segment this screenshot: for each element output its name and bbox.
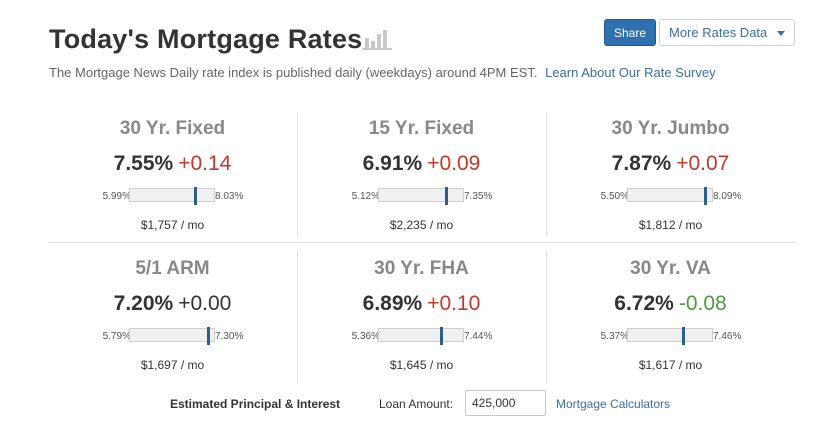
monthly-payment: $2,235 / mo — [389, 218, 454, 232]
rate-card-30yr-va[interactable]: 30 Yr. VA 6.72% -0.08 5.37% 7.46% $1,617 … — [546, 252, 795, 388]
rate-value: 6.72% — [614, 292, 674, 315]
page-title: Today's Mortgage Rates — [49, 24, 363, 54]
column-divider — [297, 250, 298, 384]
range-low: 5.99% — [102, 191, 131, 202]
rate-card-title: 30 Yr. Jumbo — [611, 118, 730, 139]
rate-range: 5.50% 8.09% — [546, 187, 795, 205]
range-low: 5.79% — [102, 331, 131, 342]
column-divider — [546, 250, 547, 384]
monthly-payment: $1,757 / mo — [140, 218, 205, 232]
rate-range: 5.36% 7.44% — [297, 327, 546, 345]
range-marker — [194, 187, 197, 205]
rate-card-title: 30 Yr. Fixed — [119, 118, 226, 139]
rates-grid: 30 Yr. Fixed 7.55% +0.14 5.99% 8.03% $1,7… — [48, 112, 797, 384]
range-marker — [207, 327, 210, 345]
share-button[interactable]: Share — [604, 19, 656, 46]
rate-card-15yr-fixed[interactable]: 15 Yr. Fixed 6.91% +0.09 5.12% 7.35% $2,2… — [297, 112, 546, 248]
bar-chart-icon[interactable] — [361, 28, 393, 50]
rate-value: 6.91% — [362, 152, 423, 175]
mortgage-calculators-link[interactable]: Mortgage Calculators — [556, 397, 671, 411]
rate-line: 6.89% +0.10 — [297, 292, 546, 316]
range-low: 5.50% — [600, 191, 629, 202]
rate-card-30yr-jumbo[interactable]: 30 Yr. Jumbo 7.87% +0.07 5.50% 8.09% $1,8… — [546, 112, 795, 248]
column-divider — [546, 112, 547, 236]
rate-line: 6.72% -0.08 — [546, 292, 795, 316]
monthly-payment: $1,645 / mo — [389, 358, 454, 372]
rate-line: 7.55% +0.14 — [48, 152, 297, 176]
loan-amount-input[interactable] — [465, 390, 546, 416]
subtitle-text: The Mortgage News Daily rate index is pu… — [49, 65, 538, 80]
row-divider — [48, 242, 797, 243]
range-track — [129, 187, 215, 205]
rate-change: +0.14 — [178, 152, 232, 175]
range-marker — [440, 327, 443, 345]
rate-line: 6.91% +0.09 — [297, 152, 546, 176]
monthly-payment: $1,812 / mo — [638, 218, 703, 232]
rate-card-title: 15 Yr. Fixed — [368, 118, 475, 139]
rate-card-title: 5/1 ARM — [135, 258, 210, 279]
rate-card-30yr-fixed[interactable]: 30 Yr. Fixed 7.55% +0.14 5.99% 8.03% $1,7… — [48, 112, 297, 248]
rate-change: -0.08 — [678, 292, 727, 315]
monthly-payment: $1,617 / mo — [638, 358, 703, 372]
range-low: 5.12% — [351, 191, 380, 202]
rate-change: +0.00 — [178, 292, 232, 315]
rate-value: 7.87% — [611, 152, 672, 175]
column-divider — [297, 112, 298, 236]
range-marker — [704, 187, 707, 205]
rate-card-title: 30 Yr. FHA — [374, 258, 469, 279]
loan-amount-label: Loan Amount: — [379, 397, 454, 411]
rate-range: 5.37% 7.46% — [546, 327, 795, 345]
caret-down-icon — [777, 31, 785, 36]
rate-survey-link[interactable]: Learn About Our Rate Survey — [545, 65, 716, 80]
rate-card-5-1-arm[interactable]: 5/1 ARM 7.20% +0.00 5.79% 7.30% $1,697 / … — [48, 252, 297, 388]
range-track — [627, 187, 713, 205]
range-low: 5.36% — [351, 331, 380, 342]
range-low: 5.37% — [600, 331, 629, 342]
rate-range: 5.79% 7.30% — [48, 327, 297, 345]
more-rates-label: More Rates Data — [669, 25, 768, 40]
subtitle: The Mortgage News Daily rate index is pu… — [49, 65, 716, 80]
range-high: 7.44% — [464, 331, 493, 342]
rate-value: 7.55% — [113, 152, 174, 175]
rate-line: 7.87% +0.07 — [546, 152, 795, 176]
rate-change: +0.07 — [676, 152, 730, 175]
rate-range: 5.99% 8.03% — [48, 187, 297, 205]
range-track — [129, 327, 215, 345]
monthly-payment: $1,697 / mo — [140, 358, 205, 372]
range-high: 7.35% — [464, 191, 493, 202]
rate-value: 7.20% — [113, 292, 174, 315]
rate-change: +0.10 — [427, 292, 481, 315]
rate-card-title: 30 Yr. VA — [630, 258, 711, 279]
range-high: 7.46% — [713, 331, 742, 342]
rate-range: 5.12% 7.35% — [297, 187, 546, 205]
range-high: 8.03% — [215, 191, 244, 202]
range-marker — [445, 187, 448, 205]
range-high: 7.30% — [215, 331, 244, 342]
rate-change: +0.09 — [427, 152, 481, 175]
range-track — [378, 187, 464, 205]
range-track — [378, 327, 464, 345]
rate-line: 7.20% +0.00 — [48, 292, 297, 316]
range-track — [627, 327, 713, 345]
rate-card-30yr-fha[interactable]: 30 Yr. FHA 6.89% +0.10 5.36% 7.44% $1,645… — [297, 252, 546, 388]
rate-value: 6.89% — [362, 292, 423, 315]
estimated-pi-label: Estimated Principal & Interest — [170, 397, 341, 411]
range-high: 8.09% — [713, 191, 742, 202]
range-marker — [682, 327, 685, 345]
more-rates-data-button[interactable]: More Rates Data — [659, 19, 795, 46]
